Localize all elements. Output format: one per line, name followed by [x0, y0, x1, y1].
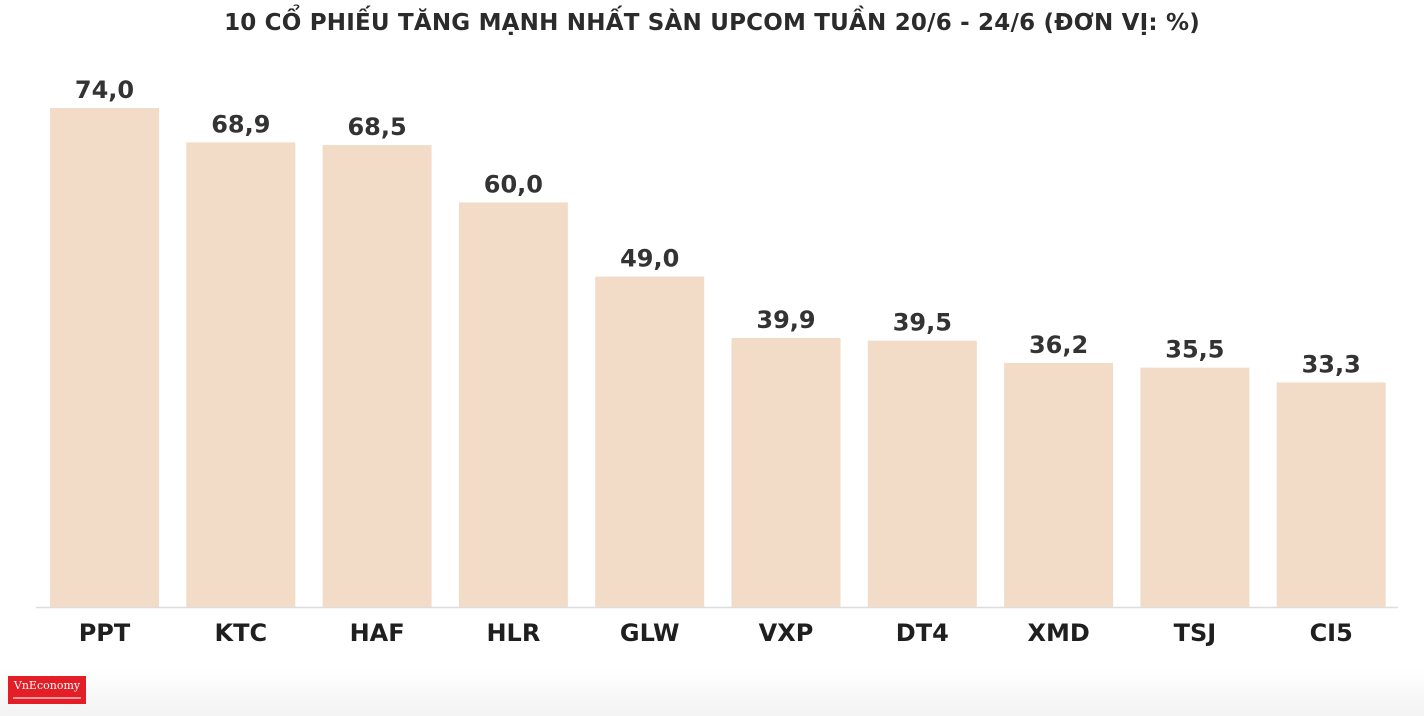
- value-label-ktc: 68,9: [211, 110, 270, 138]
- category-label-ci5: CI5: [1310, 619, 1353, 647]
- bar-vxp: [731, 337, 841, 607]
- category-label-xmd: XMD: [1027, 619, 1089, 647]
- bar-glw: [595, 276, 705, 607]
- bar-ci5: [1276, 382, 1386, 607]
- category-label-glw: GLW: [620, 619, 680, 647]
- value-label-xmd: 36,2: [1029, 331, 1088, 359]
- value-label-ppt: 74,0: [75, 76, 134, 104]
- bar-ktc: [186, 142, 296, 607]
- value-label-haf: 68,5: [347, 113, 406, 141]
- logo-tagline-line: [13, 697, 81, 699]
- bar-hlr: [458, 202, 568, 608]
- category-label-dt4: DT4: [896, 619, 949, 647]
- bar-dt4: [867, 340, 977, 607]
- value-label-tsj: 35,5: [1165, 336, 1224, 364]
- category-label-ktc: KTC: [215, 619, 268, 647]
- vneconomy-logo: VnEconomy: [8, 676, 86, 704]
- logo-text: VnEconomy: [13, 679, 81, 692]
- footer-band: [0, 668, 1424, 716]
- category-label-tsj: TSJ: [1174, 619, 1217, 647]
- category-label-haf: HAF: [350, 619, 405, 647]
- value-label-glw: 49,0: [620, 245, 679, 273]
- category-label-vxp: VXP: [759, 619, 814, 647]
- bar-xmd: [1004, 362, 1114, 607]
- bar-haf: [322, 145, 432, 608]
- category-label-hlr: HLR: [486, 619, 540, 647]
- bar-ppt: [50, 108, 159, 607]
- value-label-dt4: 39,5: [893, 309, 952, 337]
- value-label-vxp: 39,9: [756, 306, 815, 334]
- category-label-ppt: PPT: [79, 619, 131, 647]
- value-label-ci5: 33,3: [1302, 350, 1361, 378]
- value-label-hlr: 60,0: [484, 170, 543, 198]
- chart-title: 10 CỔ PHIẾU TĂNG MẠNH NHẤT SÀN UPCOM TUẦ…: [224, 10, 1200, 36]
- bar-tsj: [1140, 367, 1250, 607]
